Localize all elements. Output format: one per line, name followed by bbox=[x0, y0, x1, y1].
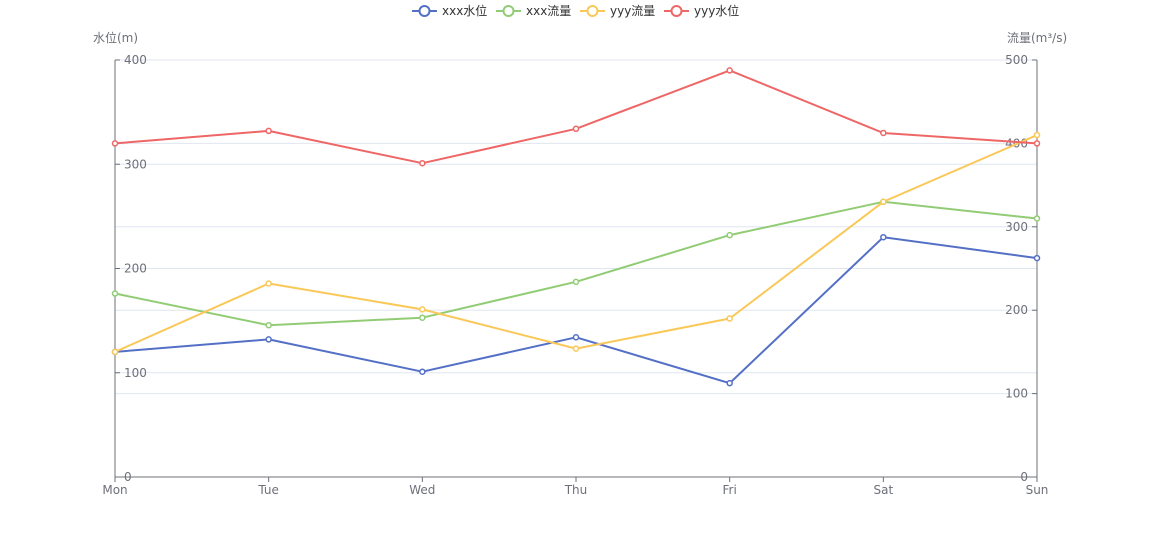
legend-marker bbox=[502, 5, 515, 17]
data-point[interactable] bbox=[1033, 215, 1041, 222]
data-point[interactable] bbox=[572, 125, 580, 133]
series-layer bbox=[111, 67, 1041, 387]
data-point[interactable] bbox=[111, 140, 119, 147]
legend-label: xxx水位 bbox=[442, 3, 487, 18]
series-line bbox=[114, 134, 1038, 353]
data-point[interactable] bbox=[419, 159, 426, 167]
series-2 bbox=[111, 131, 1041, 356]
data-point[interactable] bbox=[419, 306, 426, 313]
series-1 bbox=[111, 198, 1041, 329]
legend-marker bbox=[670, 5, 683, 17]
data-point[interactable] bbox=[265, 321, 272, 329]
y-right-tick-label: 200 bbox=[1005, 303, 1028, 317]
data-point[interactable] bbox=[880, 198, 887, 206]
x-tick-label: Sat bbox=[873, 483, 893, 497]
data-point[interactable] bbox=[265, 127, 272, 135]
x-tick-label: Tue bbox=[257, 483, 279, 497]
data-point[interactable] bbox=[572, 345, 580, 352]
data-point[interactable] bbox=[726, 379, 733, 387]
legend-label: xxx流量 bbox=[526, 4, 571, 18]
y-axis-left-title: 水位(m) bbox=[93, 30, 138, 45]
y-right-tick-label: 500 bbox=[1005, 53, 1028, 67]
legend[interactable]: xxx水位 xxx流量 yyy流量 yyy水位 bbox=[412, 3, 739, 18]
y-left-tick-label: 400 bbox=[124, 53, 147, 67]
data-point[interactable] bbox=[880, 129, 887, 137]
legend-item-0[interactable]: xxx水位 bbox=[412, 3, 487, 18]
legend-marker bbox=[586, 5, 599, 17]
y-axis-right-title: 流量(m³/s) bbox=[1007, 31, 1067, 45]
data-point[interactable] bbox=[265, 280, 272, 287]
data-point[interactable] bbox=[419, 314, 426, 321]
legend-item-1[interactable]: xxx流量 bbox=[496, 4, 571, 18]
series-line bbox=[114, 200, 1038, 327]
x-tick-label: Fri bbox=[723, 483, 737, 497]
y-right-tick-label: 100 bbox=[1005, 387, 1028, 401]
data-point[interactable] bbox=[726, 231, 733, 239]
data-point[interactable] bbox=[572, 278, 580, 286]
y-left-tick-label: 0 bbox=[124, 470, 132, 484]
data-point[interactable] bbox=[1033, 140, 1041, 147]
legend-label: yyy水位 bbox=[694, 3, 739, 18]
data-point[interactable] bbox=[880, 233, 887, 241]
series-line bbox=[114, 69, 1038, 165]
data-point[interactable] bbox=[1033, 254, 1041, 262]
data-point[interactable] bbox=[726, 67, 733, 74]
data-point[interactable] bbox=[111, 290, 119, 297]
data-point[interactable] bbox=[265, 336, 272, 343]
y-left-tick-label: 200 bbox=[124, 262, 147, 276]
data-point[interactable] bbox=[419, 368, 426, 375]
y-left-tick-label: 100 bbox=[124, 366, 147, 380]
x-tick-label: Wed bbox=[409, 483, 435, 497]
x-tick-label: Mon bbox=[102, 483, 127, 497]
x-tick-label: Thu bbox=[564, 483, 588, 497]
legend-marker bbox=[418, 5, 431, 17]
x-tick-label: Sun bbox=[1026, 483, 1049, 497]
grid-lines bbox=[115, 59, 1037, 395]
data-point[interactable] bbox=[726, 315, 733, 322]
y-right-tick-label: 300 bbox=[1005, 220, 1028, 234]
y-right-tick-label: 0 bbox=[1020, 470, 1028, 484]
y-left-tick-label: 300 bbox=[124, 157, 147, 171]
legend-item-3[interactable]: yyy水位 bbox=[664, 3, 739, 18]
legend-item-2[interactable]: yyy流量 bbox=[580, 4, 655, 18]
data-point[interactable] bbox=[1033, 131, 1041, 139]
series-3 bbox=[111, 67, 1041, 167]
data-point[interactable] bbox=[572, 334, 580, 341]
data-point[interactable] bbox=[111, 348, 119, 356]
legend-label: yyy流量 bbox=[610, 4, 655, 18]
